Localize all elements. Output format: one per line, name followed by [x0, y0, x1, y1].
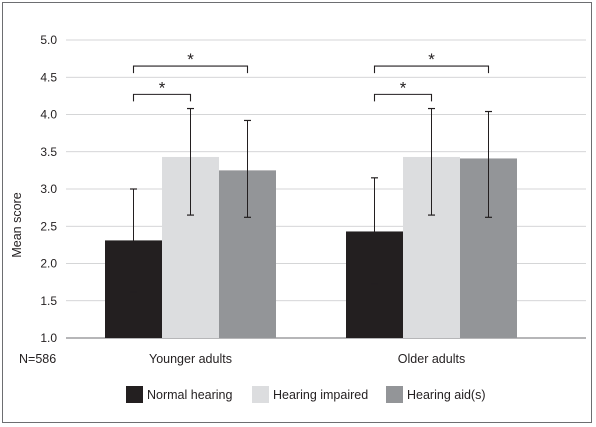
significance-star: * — [428, 50, 435, 69]
significance-brackets: * * * * — [132, 50, 490, 102]
sample-size-label: N=586 — [19, 352, 56, 366]
significance-star: * — [400, 78, 407, 97]
category-label: Younger adults — [149, 352, 232, 366]
legend-item: Hearing aid(s) — [386, 386, 486, 403]
y-tick-label: 3.5 — [40, 145, 57, 159]
y-tick-label: 4.5 — [40, 70, 57, 84]
significance-bracket — [132, 93, 192, 102]
legend-label: Hearing impaired — [273, 388, 368, 402]
significance-star: * — [159, 78, 166, 97]
y-tick-label: 3.0 — [40, 182, 57, 196]
y-axis-title: Mean score — [10, 192, 24, 257]
bars — [105, 156, 517, 338]
y-tick-label: 1.0 — [40, 331, 57, 345]
category-labels: Younger adults Older adults — [149, 352, 465, 366]
legend-swatch — [252, 386, 269, 403]
significance-bracket — [132, 65, 249, 74]
legend-label: Normal hearing — [147, 388, 233, 402]
legend-item: Hearing impaired — [252, 386, 368, 403]
legend-swatch — [386, 386, 403, 403]
category-label: Older adults — [398, 352, 465, 366]
significance-star: * — [187, 50, 194, 69]
y-axis: 1.0 1.5 2.0 2.5 3.0 3.5 4.0 4.5 5.0 — [40, 33, 57, 345]
legend-swatch — [126, 386, 143, 403]
y-tick-label: 2.5 — [40, 219, 57, 233]
error-bars — [130, 107, 492, 293]
y-tick-label: 5.0 — [40, 33, 57, 47]
y-tick-label: 1.5 — [40, 294, 57, 308]
legend: Normal hearing Hearing impaired Hearing ai… — [126, 386, 486, 403]
legend-label: Hearing aid(s) — [407, 388, 486, 402]
y-tick-label: 2.0 — [40, 257, 57, 271]
legend-item: Normal hearing — [126, 386, 233, 403]
significance-bracket — [373, 93, 433, 102]
significance-bracket — [373, 65, 490, 74]
y-tick-label: 4.0 — [40, 108, 57, 122]
